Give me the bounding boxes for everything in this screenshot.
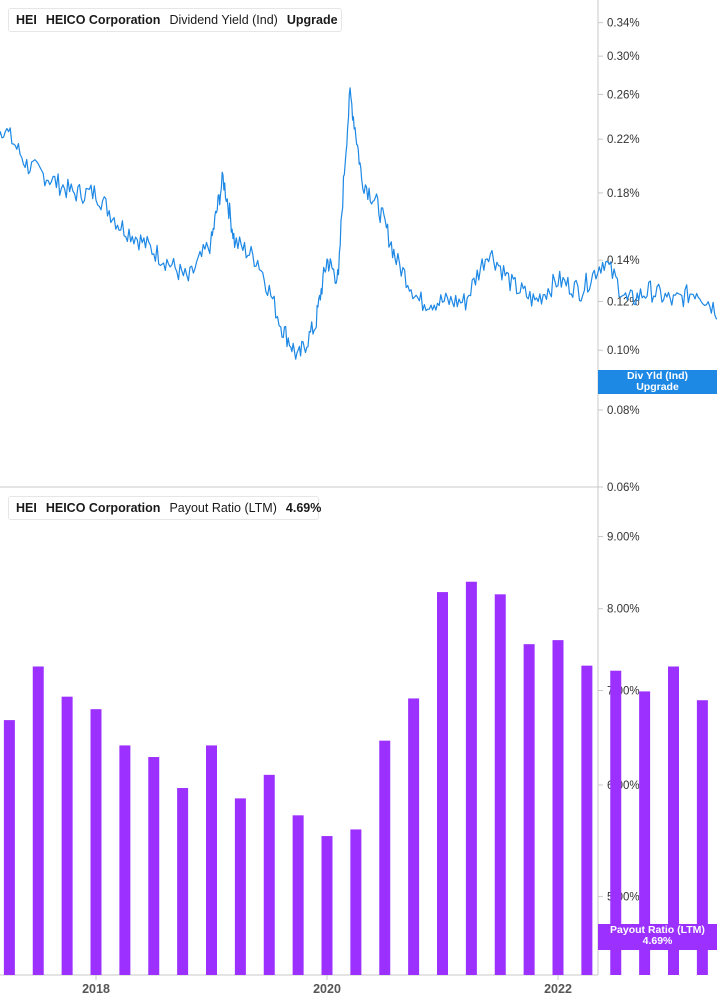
payout-ratio-bar xyxy=(408,698,420,975)
payout-ratio-bar xyxy=(552,640,564,975)
x-tick-label: 2020 xyxy=(313,982,341,996)
bottom-legend-ticker: HEI xyxy=(16,501,37,515)
top-y-tick-label: 0.08% xyxy=(607,405,640,417)
bottom-legend-metric: Payout Ratio (LTM) xyxy=(169,501,277,515)
top-y-tick-label: 0.12% xyxy=(607,296,640,308)
payout-ratio-bar xyxy=(61,696,73,975)
payout-ratio-bar xyxy=(494,594,506,975)
payout-ratio-bar xyxy=(437,592,448,975)
payout-ratio-bar xyxy=(206,745,217,975)
bottom-legend-company: HEICO Corporation xyxy=(45,501,161,515)
x-tick-label: 2018 xyxy=(82,982,110,996)
top-y-tick-label: 0.10% xyxy=(607,345,640,357)
bottom-tag-label: Payout Ratio (LTM) xyxy=(610,924,705,936)
top-value-tag: Div Yld (Ind) Upgrade xyxy=(598,370,717,394)
top-y-tick-label: 0.30% xyxy=(607,51,640,63)
top-legend: HEI HEICO Corporation Dividend Yield (In… xyxy=(8,8,342,32)
payout-ratio-bar xyxy=(292,815,304,975)
payout-ratio-bar xyxy=(581,665,593,975)
x-tick-label: 2022 xyxy=(544,982,572,996)
payout-ratio-bar xyxy=(639,691,651,975)
top-y-tick-label: 0.14% xyxy=(607,255,640,267)
payout-ratio-bar xyxy=(263,774,275,975)
top-legend-company: HEICO Corporation xyxy=(45,13,161,27)
top-y-tick-label: 0.18% xyxy=(607,188,640,200)
payout-ratio-bar xyxy=(32,666,44,975)
payout-ratio-bar xyxy=(177,788,189,975)
payout-ratio-bar xyxy=(119,745,131,975)
payout-ratio-bar xyxy=(234,798,246,975)
payout-ratio-bar xyxy=(3,720,15,975)
top-y-tick-label: 0.22% xyxy=(607,134,640,146)
payout-ratio-bar xyxy=(610,670,622,975)
top-tag-value: Upgrade xyxy=(636,381,679,393)
top-y-tick-label: 0.34% xyxy=(607,18,640,30)
top-y-tick-label: 0.26% xyxy=(607,89,640,101)
bottom-legend: HEI HEICO Corporation Payout Ratio (LTM)… xyxy=(8,496,322,520)
bottom-legend-value: 4.69% xyxy=(285,501,322,515)
top-legend-ticker: HEI xyxy=(16,13,37,27)
payout-ratio-bar xyxy=(465,581,477,975)
top-legend-metric: Dividend Yield (Ind) xyxy=(169,13,278,27)
payout-ratio-bar xyxy=(379,740,391,975)
payout-ratio-bar xyxy=(696,700,708,975)
top-tag-label: Div Yld (Ind) xyxy=(626,370,689,382)
top-y-tick-label: 0.06% xyxy=(607,482,640,494)
payout-ratio-bar xyxy=(350,829,362,975)
bottom-y-tick-label: 8.00% xyxy=(607,604,640,616)
bottom-tag-value: 4.69% xyxy=(642,935,673,947)
payout-ratio-bar xyxy=(321,836,333,975)
payout-ratio-bar xyxy=(523,644,535,975)
payout-ratio-bar xyxy=(668,666,679,975)
bottom-y-tick-label: 9.00% xyxy=(607,532,640,544)
payout-ratio-bar xyxy=(148,757,160,975)
top-legend-upgrade-link[interactable]: Upgrade xyxy=(286,13,338,27)
dividend-yield-line xyxy=(0,87,717,360)
payout-ratio-bar xyxy=(90,709,102,975)
bottom-value-tag: Payout Ratio (LTM) 4.69% xyxy=(598,924,717,950)
